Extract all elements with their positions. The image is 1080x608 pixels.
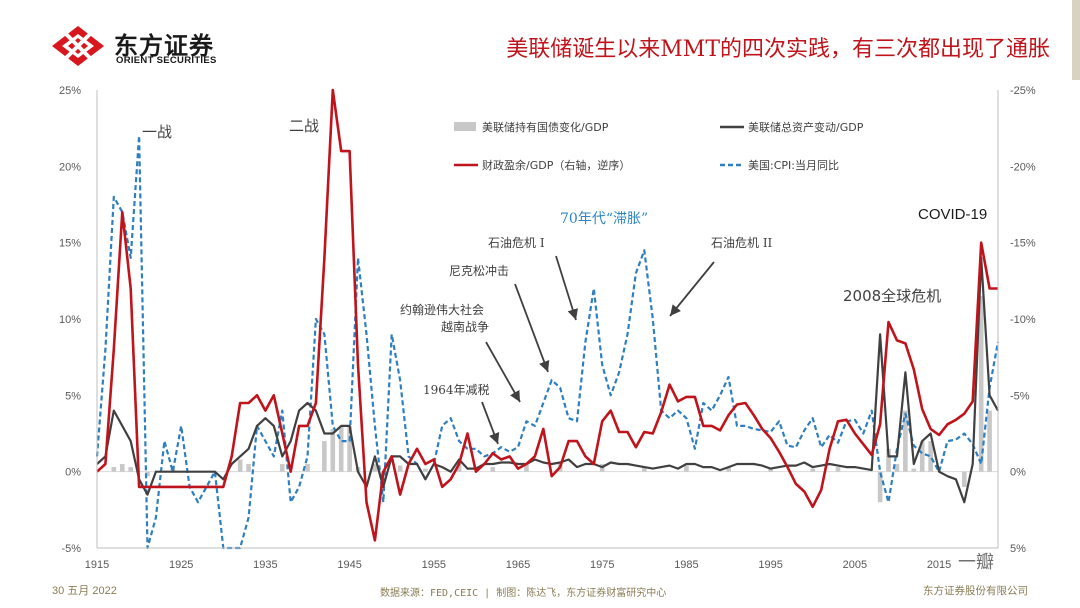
holdings-bar [768, 468, 773, 472]
holdings-bar [347, 425, 352, 472]
logo-text-en: ORIENT SECURITIES [116, 55, 217, 66]
legend-label: 美联储总资产变动/GDP [748, 120, 864, 134]
legend-label: 美国:CPI:当月同比 [748, 158, 839, 172]
annotation-label: 石油危机 I [488, 236, 545, 250]
x-tick-label: 1995 [758, 559, 782, 571]
holdings-bar [397, 465, 403, 472]
x-tick-label: 2005 [843, 559, 867, 571]
arrow-johnson [485, 341, 521, 403]
holdings-bar [279, 464, 285, 472]
holdings-bar [978, 296, 984, 472]
watermark: 一瓣 [958, 552, 994, 573]
holdings-bar [726, 467, 731, 472]
holdings-bar [111, 467, 117, 472]
x-tick-label: 1985 [674, 559, 698, 571]
slide-title: 美联储诞生以来MMT的四次实践，有三次都出现了通胀 [506, 37, 1050, 62]
annotation-label: 二战 [289, 117, 319, 135]
y-tick-label-right: -15% [1010, 238, 1036, 250]
y-tick-label-left: 15% [59, 238, 81, 250]
holdings-bar [305, 464, 310, 472]
chart-axes: 25% 20% 15% 10% 5% 0% -5% -25% -20% -15% -10% -5% 0%… [59, 85, 1036, 571]
y-tick-label-right: 5% [1010, 543, 1026, 555]
annotation-label: 1964年减税 [423, 383, 490, 397]
fed-assets-line [96, 256, 999, 504]
x-tick-label: 1935 [253, 559, 277, 571]
holdings-bar [246, 464, 251, 472]
holdings-bar [928, 441, 933, 472]
annotation-label: 尼克松冲击 [449, 263, 509, 278]
arrow-nixon [514, 283, 550, 373]
chart-series [95, 88, 1000, 550]
x-tick-label: 1915 [85, 559, 109, 571]
holdings-bar [642, 467, 647, 472]
holdings-bar [145, 471, 150, 477]
holdings-bar [119, 464, 125, 472]
right-edge-bar [1072, 0, 1080, 80]
holdings-bar [903, 410, 908, 472]
footer-company: 东方证券股份有限公司 [923, 585, 1028, 597]
chart-annotations: 一战 二战 70年代“滞胀” 石油危机 I 石油危机 II 尼克松冲击约翰逊伟大社会越南战… [142, 117, 987, 445]
holdings-bar [338, 425, 344, 472]
y-tick-label-right: -25% [1010, 85, 1036, 97]
annotation-label: 约翰逊伟大社会 [400, 302, 484, 317]
x-tick-label: 1955 [422, 559, 446, 571]
fiscal-surplus-line [96, 88, 998, 542]
holdings-bar [524, 464, 529, 472]
annotation-label: 石油危机 II [711, 236, 773, 250]
holdings-bar [456, 462, 462, 472]
holdings-bar [894, 464, 900, 472]
y-tick-label-left: 0% [65, 467, 81, 479]
holdings-bar [330, 428, 336, 472]
x-tick-label: 1945 [337, 559, 361, 571]
x-tick-label: 1975 [590, 559, 614, 571]
holdings-bar [886, 448, 891, 472]
y-tick-label-right: -20% [1010, 161, 1036, 173]
x-tick-label: 2015 [927, 559, 951, 571]
y-tick-label-left: 25% [59, 85, 81, 97]
arrow-oil-crisis-1 [555, 255, 578, 321]
legend-swatch-holdings [454, 122, 476, 131]
annotation-label: 70年代“滞胀” [560, 211, 648, 227]
holdings-bar [987, 410, 992, 472]
holdings-bar [684, 465, 689, 472]
holdings-bar [810, 468, 816, 472]
y-tick-label-right: -5% [1010, 390, 1030, 402]
holdings-bar [835, 467, 841, 472]
x-tick-label: 1925 [169, 559, 193, 571]
arrow-oil-crisis-2 [669, 261, 715, 317]
footer-source: 数据来源：FED,CEIC | 制图：陈达飞，东方证券财富研究中心 [380, 588, 667, 599]
holdings-bar [372, 464, 378, 472]
y-tick-label-left: 20% [59, 161, 81, 173]
footer-date: 30 五月 2022 [52, 585, 117, 597]
annotation-label: 2008全球危机 [843, 287, 941, 305]
holdings-bar [423, 468, 428, 472]
y-tick-label-right: 0% [1010, 467, 1026, 479]
holdings-bar [128, 467, 133, 472]
legend-label: 美联储持有国债变化/GDP [482, 120, 609, 134]
y-tick-label-left: 5% [65, 390, 81, 402]
arrow-tax-cut [481, 401, 500, 445]
x-tick-label: 1965 [506, 559, 530, 571]
holdings-bar [237, 459, 243, 472]
holdings-bar [322, 441, 327, 472]
y-tick-label-left: 10% [59, 314, 81, 326]
holdings-bar [877, 471, 883, 503]
annotation-label: COVID-19 [918, 206, 987, 223]
logo-text-cn: 东方证券 [114, 32, 214, 60]
cpi-line [95, 134, 1000, 550]
annotation-label: 越南战争 [441, 319, 489, 334]
holdings-bar [962, 471, 967, 487]
holdings-bar [490, 467, 496, 472]
legend-label: 财政盈余/GDP（右轴，逆序） [482, 158, 630, 172]
y-tick-label-left: -5% [61, 543, 81, 555]
holdings-bar [919, 441, 925, 472]
chart-legend: 美联储持有国债变化/GDP 美联储总资产变动/GDP 财政盈余/GDP（右轴，逆序）… [454, 120, 864, 172]
y-tick-label-right: -10% [1010, 314, 1036, 326]
annotation-label: 一战 [142, 123, 172, 141]
holdings-bar [911, 468, 917, 472]
logo-icon [52, 26, 104, 66]
